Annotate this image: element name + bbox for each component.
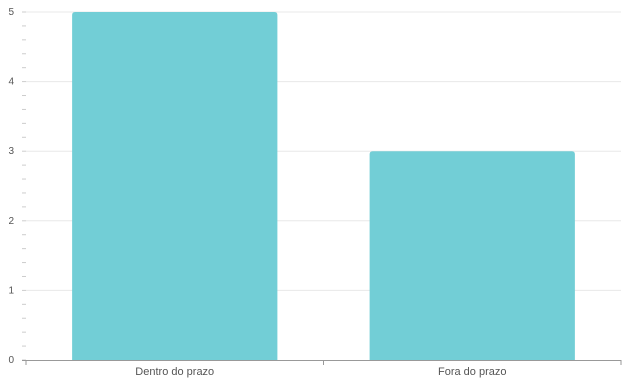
y-tick-label: 5 [8,7,14,18]
axis-layer [22,360,622,365]
bar-layer [72,12,575,360]
y-tick-label: 4 [8,77,14,88]
y-tick-label: 1 [8,285,14,296]
bar-fora-do-prazo[interactable] [369,151,575,360]
x-category-label: Fora do prazo [438,366,506,378]
x-category-label: Dentro do prazo [135,366,214,378]
y-tick-label: 2 [8,216,14,227]
bar-dentro-do-prazo[interactable] [72,12,278,360]
y-tick-label: 3 [8,146,14,157]
label-layer: 0 1 2 3 4 5 Dentro do prazo Fora do prazo [8,7,506,378]
minor-tick-layer [22,11,26,361]
y-tick-label: 0 [8,355,14,366]
